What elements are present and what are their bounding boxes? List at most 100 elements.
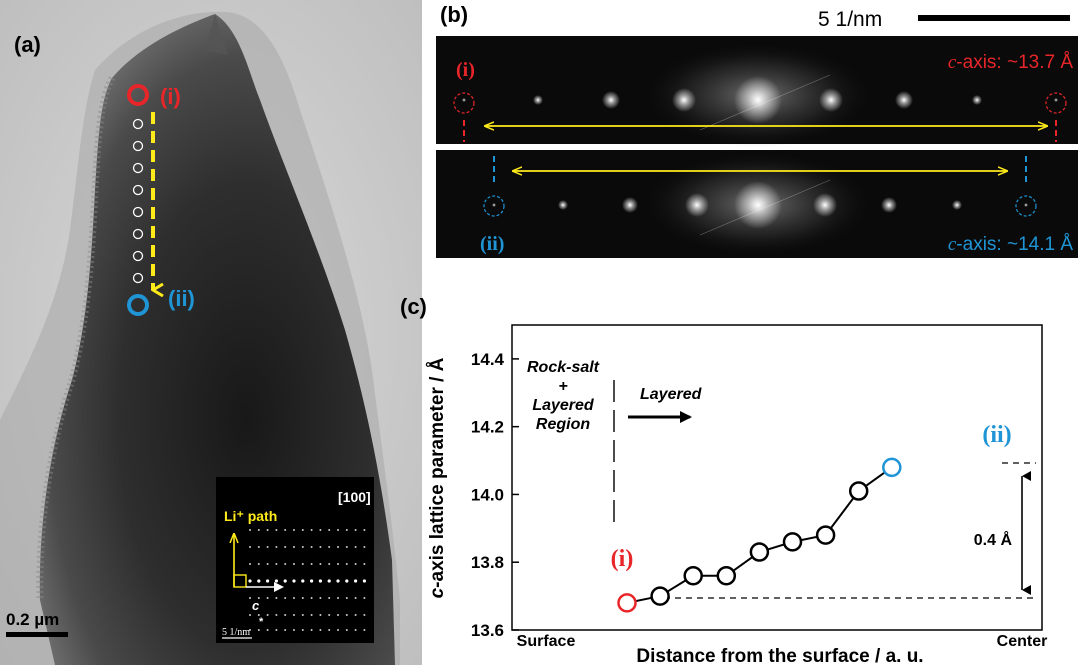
- saed-spot: [249, 529, 251, 531]
- chart-point-i-label: (i): [611, 546, 634, 572]
- saed-spot: [249, 563, 251, 565]
- saed-spot: [354, 597, 357, 599]
- saed-spot: [345, 629, 348, 631]
- saed-spot: [337, 563, 339, 565]
- saed-spot: [354, 579, 358, 583]
- panel-a-label: (a): [14, 32, 41, 57]
- saed-spot: [275, 529, 278, 531]
- fft-ii-left-circle: [483, 195, 505, 217]
- saed-spot: [274, 579, 278, 583]
- saed-spot: [354, 614, 357, 616]
- saed-spot: [319, 597, 322, 599]
- saed-spot: [257, 629, 260, 631]
- saed-spot: [284, 529, 287, 531]
- y-tick-label: 13.6: [471, 621, 504, 640]
- saed-spot: [328, 597, 331, 599]
- saed-spot: [257, 614, 260, 616]
- saed-spot: [328, 614, 331, 616]
- fft-ii-caxis-label: c-axis: ~14.1 Å: [948, 234, 1073, 255]
- data-point: [716, 566, 737, 586]
- c-star-asterisk: *: [259, 616, 264, 628]
- saed-spot: [293, 597, 295, 599]
- fft-spot: [1024, 203, 1028, 207]
- saed-spot: [266, 597, 269, 599]
- fft-spot: [734, 76, 782, 124]
- fft-spot: [622, 197, 638, 213]
- x-tick-center: Center: [997, 633, 1048, 650]
- particle-edge-texture: [36, 76, 116, 601]
- saed-spot: [363, 629, 366, 631]
- saed-spot: [345, 614, 348, 616]
- fft-spot: [972, 95, 982, 105]
- saed-spot: [328, 629, 331, 631]
- data-point: [815, 525, 836, 545]
- fft-scalebar: [918, 15, 1070, 21]
- saed-inset: [100] Li⁺ path c * 5 1/nm: [216, 477, 374, 643]
- fft-spot: [813, 193, 837, 217]
- fft-spot: [881, 197, 897, 213]
- panel-a: (a) (i) (ii) 0.2 µm [100] Li⁺ path c * 5…: [0, 0, 422, 665]
- saed-spot: [345, 529, 348, 531]
- saed-spot: [345, 579, 349, 583]
- saed-spot: [257, 563, 260, 565]
- delta-label: 0.4 Å: [974, 530, 1013, 549]
- fft-spot: [558, 200, 568, 210]
- panel-b-label: (b): [440, 2, 468, 27]
- x-tick-surface: Surface: [517, 633, 576, 650]
- saed-spot: [310, 579, 314, 583]
- saed-spot: [266, 579, 270, 583]
- saed-spot: [345, 563, 348, 565]
- saed-spot: [293, 546, 295, 548]
- fft-spot: [533, 95, 543, 105]
- saed-spot: [257, 529, 260, 531]
- fft-i-caxis-label: c-axis: ~13.7 Å: [948, 52, 1073, 73]
- saed-spot: [249, 597, 251, 599]
- saed-spot: [301, 597, 304, 599]
- data-point: [683, 566, 703, 586]
- saed-spot: [257, 546, 260, 548]
- chart-point-ii-label: (ii): [982, 422, 1011, 448]
- saed-spot: [354, 546, 357, 548]
- saed-spot: [301, 546, 304, 548]
- saed-spot: [310, 614, 313, 616]
- saed-spot: [284, 629, 287, 631]
- y-tick-label: 13.8: [471, 553, 504, 572]
- c-star-label: c: [252, 598, 260, 613]
- saed-spot: [301, 563, 304, 565]
- saed-spot: [275, 546, 278, 548]
- fft-streak: [699, 179, 831, 236]
- fft-spot: [895, 91, 913, 109]
- region-left-line-2: +: [558, 378, 567, 395]
- fft-ii-tag: (ii): [480, 233, 504, 255]
- fft-spot: [1054, 98, 1058, 102]
- fft-i-tag: (i): [456, 59, 475, 81]
- saed-spot: [345, 597, 348, 599]
- saed-spot: [354, 563, 357, 565]
- saed-spot: [363, 546, 366, 548]
- y-axis-title: c-axis lattice parameter / Å: [427, 357, 448, 598]
- fft-streak: [699, 74, 831, 131]
- saed-spot: [301, 629, 304, 631]
- saed-spot: [363, 614, 366, 616]
- saed-spot: [310, 629, 313, 631]
- saed-spot: [293, 563, 295, 565]
- saed-spot: [248, 579, 252, 583]
- fft-spot: [734, 181, 782, 229]
- saed-spot: [337, 597, 339, 599]
- saed-spot: [362, 579, 366, 583]
- fft-spot: [672, 88, 696, 112]
- y-tick-label: 14.2: [471, 418, 504, 437]
- saed-spot: [284, 546, 287, 548]
- saed-spot: [319, 614, 322, 616]
- saed-spot: [266, 546, 269, 548]
- scalebar: [6, 632, 68, 637]
- data-point: [749, 542, 770, 562]
- saed-spot: [293, 614, 295, 616]
- saed-spot: [275, 614, 278, 616]
- x-axis-title: Distance from the surface / a. u.: [636, 646, 923, 665]
- saed-spot: [249, 629, 251, 631]
- region-annotation: Rock-salt + Layered Region: [527, 359, 600, 433]
- point-i-marker: [127, 84, 149, 106]
- data-point: [650, 586, 670, 606]
